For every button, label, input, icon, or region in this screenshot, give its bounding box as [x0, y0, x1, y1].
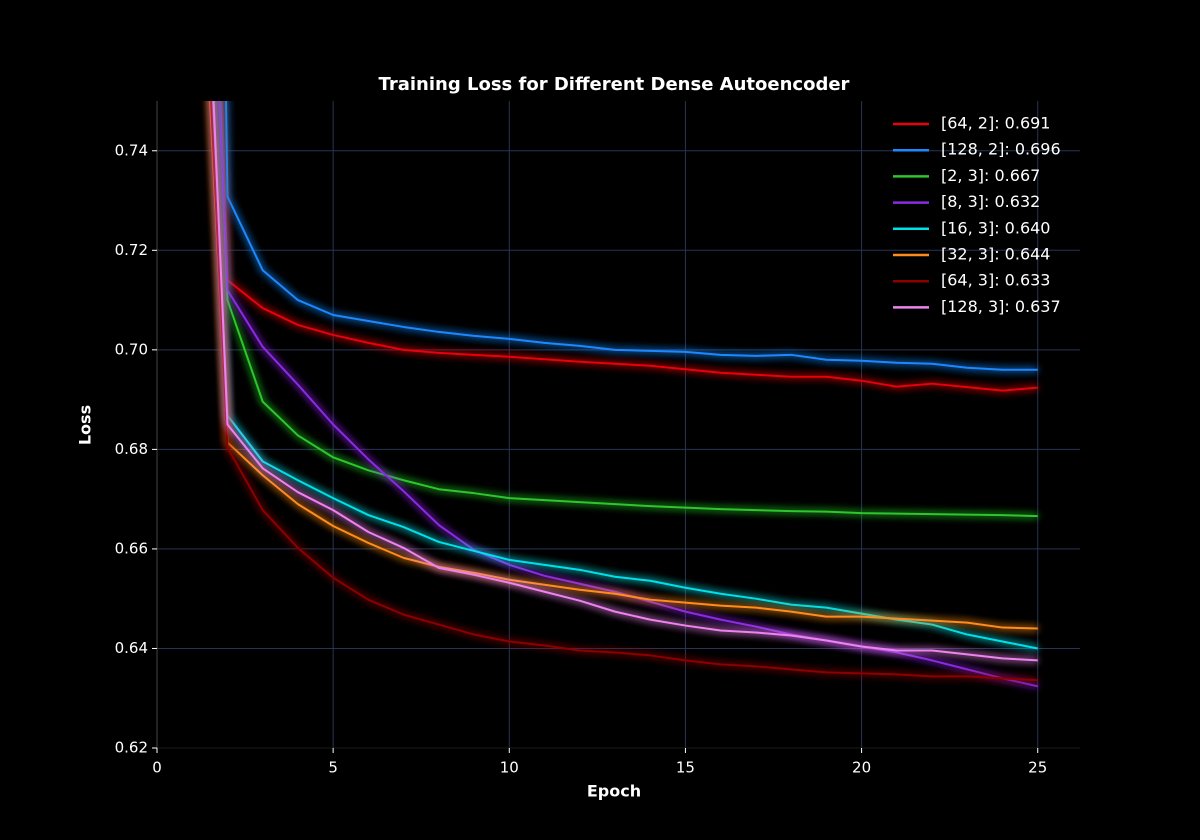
x-tick-label: 0 [152, 759, 162, 777]
legend-label: [128, 3]: 0.637 [941, 297, 1061, 316]
y-tick-label: 0.64 [115, 639, 148, 657]
chart-title: Training Loss for Different Dense Autoen… [379, 74, 850, 95]
y-axis-label: Loss [76, 405, 95, 445]
x-tick-label: 25 [1028, 759, 1047, 777]
series-line [219, 101, 1038, 518]
y-tick-label: 0.66 [115, 539, 148, 557]
x-tick-label: 10 [500, 759, 519, 777]
legend-label: [2, 3]: 0.667 [941, 166, 1040, 185]
legend-label: [8, 3]: 0.632 [941, 192, 1040, 211]
x-tick-label: 20 [852, 759, 871, 777]
y-tick-label: 0.68 [115, 440, 148, 458]
series-line [210, 101, 1038, 682]
series-line [225, 101, 1038, 371]
series-line [218, 101, 1038, 688]
series-line [212, 101, 1038, 662]
y-tick-label: 0.72 [115, 241, 148, 259]
legend-label: [16, 3]: 0.640 [941, 218, 1050, 237]
series-line [211, 101, 1038, 650]
legend-label: [64, 3]: 0.633 [941, 271, 1050, 290]
x-tick-label: 15 [676, 759, 695, 777]
series-line [209, 101, 1038, 630]
axes: 0 5 10 15 20 25 0.62 0.64 0.66 0.68 0.70 0.72 0.74 [115, 101, 1080, 777]
legend: [64, 2]: 0.691 [128, 2]: 0.696 [2, 3]: 0.6… [893, 114, 1061, 316]
y-tick-label: 0.70 [115, 340, 148, 358]
x-axis-label: Epoch [587, 782, 641, 801]
x-tick-label: 5 [328, 759, 338, 777]
legend-label: [128, 2]: 0.696 [941, 140, 1061, 159]
y-tick-label: 0.74 [115, 141, 148, 159]
legend-label: [32, 3]: 0.644 [941, 245, 1050, 264]
legend-label: [64, 2]: 0.691 [941, 114, 1050, 133]
y-tick-label: 0.62 [115, 739, 148, 757]
series-line [221, 101, 1038, 392]
plot-area [209, 101, 1038, 688]
